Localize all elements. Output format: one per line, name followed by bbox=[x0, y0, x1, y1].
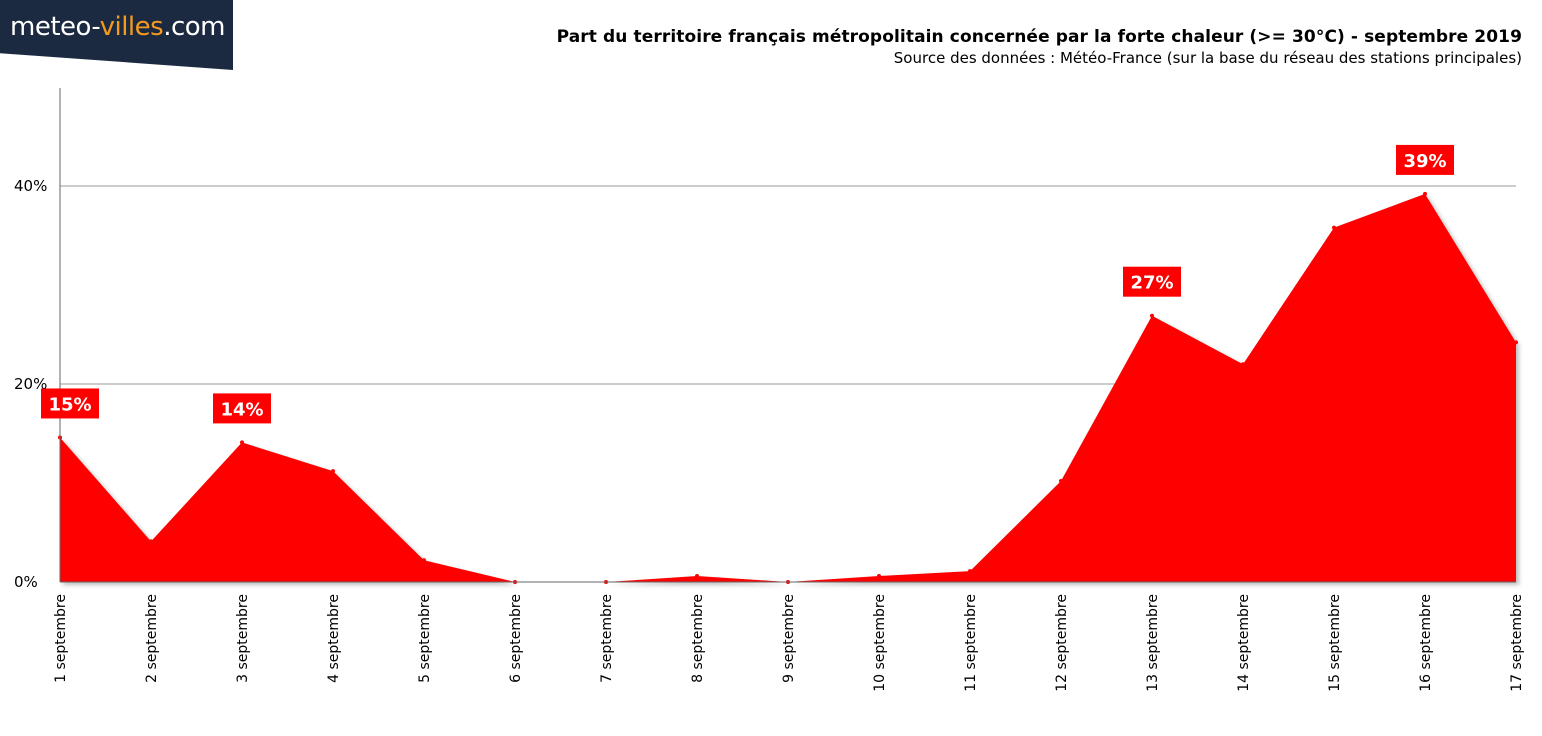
data-point-3 bbox=[240, 440, 244, 445]
logo[interactable]: meteo-villes.com bbox=[10, 12, 225, 42]
data-point-4 bbox=[331, 469, 335, 474]
x-tick-label: 8 septembre bbox=[690, 594, 706, 683]
data-label-box bbox=[213, 393, 271, 424]
data-label: 15% bbox=[41, 388, 99, 419]
x-tick-label: 12 septembre bbox=[1054, 594, 1070, 692]
x-tick-label: 11 septembre bbox=[963, 594, 979, 692]
data-point-2 bbox=[149, 539, 153, 544]
data-label-box bbox=[41, 388, 99, 419]
area-series bbox=[60, 193, 1516, 583]
chart-title: Part du territoire français métropolitai… bbox=[556, 27, 1522, 47]
data-point-16 bbox=[1423, 191, 1427, 196]
data-label-text: 39% bbox=[1403, 151, 1446, 172]
data-point-13 bbox=[1150, 313, 1154, 318]
data-point-12 bbox=[1059, 479, 1063, 484]
x-tick-label: 14 septembre bbox=[1236, 594, 1252, 692]
data-label-text: 14% bbox=[220, 399, 263, 420]
x-tick-label: 7 septembre bbox=[599, 594, 615, 683]
data-label-box bbox=[1123, 266, 1181, 297]
x-tick-label: 5 septembre bbox=[417, 594, 433, 683]
x-tick-label: 13 septembre bbox=[1145, 594, 1161, 692]
x-tick-label: 3 septembre bbox=[235, 594, 251, 683]
data-label-box bbox=[1396, 144, 1454, 175]
data-label: 27% bbox=[1123, 266, 1181, 297]
data-point-15 bbox=[1332, 225, 1336, 230]
x-tick-label: 1 septembre bbox=[53, 594, 69, 683]
data-point-5 bbox=[422, 558, 426, 563]
x-tick-label: 17 septembre bbox=[1509, 594, 1525, 692]
x-tick-label: 15 septembre bbox=[1327, 594, 1343, 692]
data-label: 14% bbox=[213, 393, 271, 424]
x-tick-label: 2 septembre bbox=[144, 594, 160, 683]
x-tick-label: 4 septembre bbox=[326, 594, 342, 683]
y-tick-label: 40% bbox=[14, 177, 47, 195]
x-tick-label: 16 septembre bbox=[1418, 594, 1434, 692]
y-tick-label: 0% bbox=[14, 573, 38, 591]
y-tick-label: 20% bbox=[14, 375, 47, 393]
data-point-14 bbox=[1241, 362, 1245, 367]
data-label: 39% bbox=[1396, 144, 1454, 175]
x-tick-label: 6 septembre bbox=[508, 594, 524, 683]
data-point-8 bbox=[695, 574, 699, 579]
data-point-17 bbox=[1514, 340, 1518, 345]
data-point-11 bbox=[968, 569, 972, 574]
data-label-text: 15% bbox=[48, 394, 91, 415]
x-tick-label: 10 septembre bbox=[872, 594, 888, 692]
data-label-text: 27% bbox=[1130, 273, 1173, 294]
data-point-10 bbox=[877, 574, 881, 579]
x-tick-label: 9 septembre bbox=[781, 594, 797, 683]
chart-subtitle: Source des données : Météo-France (sur l… bbox=[893, 49, 1522, 67]
